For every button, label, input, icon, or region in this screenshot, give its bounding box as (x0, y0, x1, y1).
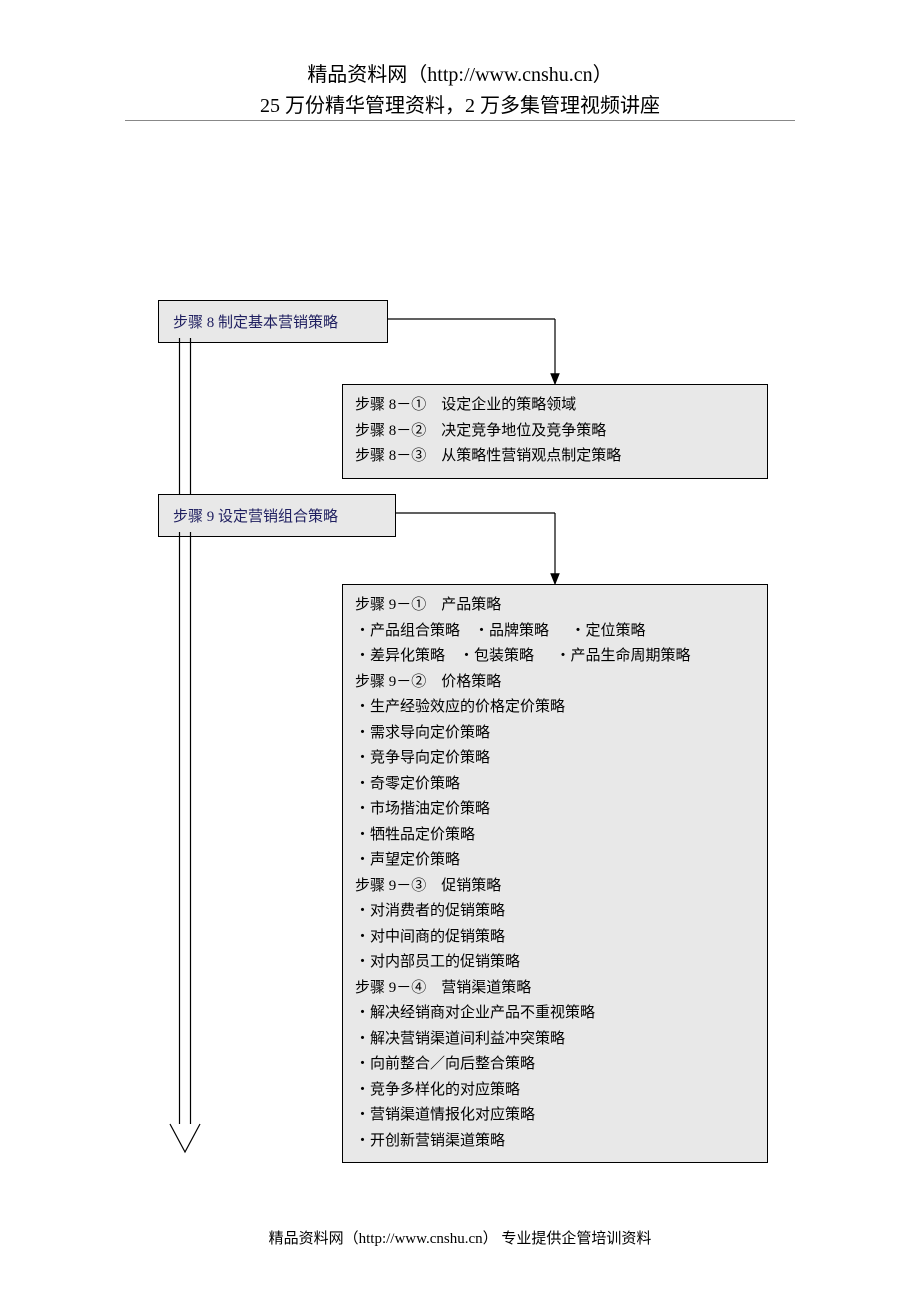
header-divider (125, 120, 795, 121)
step-9-bullet: ・品牌策略 (474, 619, 557, 645)
page-footer: 精品资料网（http://www.cnshu.cn） 专业提供企管培训资料 (0, 1227, 920, 1248)
step-9-section-heading: 步骤 9－② 价格策略 (355, 670, 755, 696)
step-9-bullet: ・定位策略 (571, 619, 646, 645)
step-9-title: 步骤 9 设定营销组合策略 (173, 509, 338, 525)
step-9-bullet: ・向前整合／向后整合策略 (355, 1052, 755, 1078)
step-9-bullet: ・产品组合策略 (355, 619, 460, 645)
step-9-bullet: ・声望定价策略 (355, 848, 755, 874)
step-9-bullet: ・竞争导向定价策略 (355, 746, 755, 772)
header-line-2: 25 万份精华管理资料，2 万多集管理视频讲座 (0, 89, 920, 118)
step-9-bullet-row: ・产品组合策略・品牌策略 ・定位策略 (355, 619, 755, 645)
step-9-bullet: ・包装策略 (459, 644, 542, 670)
step-8-sub-step: 步骤 8－② 决定竞争地位及竞争策略 (355, 419, 755, 445)
step-9-bullet: ・奇零定价策略 (355, 772, 755, 798)
step-9-detail-box: 步骤 9－① 产品策略・产品组合策略・品牌策略 ・定位策略・差异化策略・包装策略… (342, 584, 768, 1163)
step-9-bullet: ・解决经销商对企业产品不重视策略 (355, 1001, 755, 1027)
step-8-sub-step: 步骤 8－① 设定企业的策略领域 (355, 393, 755, 419)
step-9-bullet: ・差异化策略 (355, 644, 445, 670)
step-9-bullet: ・开创新营销渠道策略 (355, 1129, 755, 1155)
step-9-bullet: ・对中间商的促销策略 (355, 925, 755, 951)
step-9-bullet-row: ・差异化策略・包装策略 ・产品生命周期策略 (355, 644, 755, 670)
step-8-detail-box: 步骤 8－① 设定企业的策略领域步骤 8－② 决定竞争地位及竞争策略步骤 8－③… (342, 384, 768, 479)
page-header: 精品资料网（http://www.cnshu.cn） 25 万份精华管理资料，2… (0, 58, 920, 118)
step-9-bullet: ・产品生命周期策略 (556, 644, 691, 670)
step-8-title: 步骤 8 制定基本营销策略 (173, 315, 338, 331)
step-8-box: 步骤 8 制定基本营销策略 (158, 300, 388, 343)
header-line-1: 精品资料网（http://www.cnshu.cn） (0, 58, 920, 87)
step-9-bullet: ・对消费者的促销策略 (355, 899, 755, 925)
step-9-bullet: ・对内部员工的促销策略 (355, 950, 755, 976)
step-9-bullet: ・牺牲品定价策略 (355, 823, 755, 849)
step-9-section-heading: 步骤 9－④ 营销渠道策略 (355, 976, 755, 1002)
step-9-bullet: ・生产经验效应的价格定价策略 (355, 695, 755, 721)
step-9-box: 步骤 9 设定营销组合策略 (158, 494, 396, 537)
step-9-bullet: ・营销渠道情报化对应策略 (355, 1103, 755, 1129)
step-9-section-heading: 步骤 9－③ 促销策略 (355, 874, 755, 900)
step-8-sub-step: 步骤 8－③ 从策略性营销观点制定策略 (355, 444, 755, 470)
step-9-section-heading: 步骤 9－① 产品策略 (355, 593, 755, 619)
step-9-bullet: ・市场揩油定价策略 (355, 797, 755, 823)
step-9-bullet: ・解决营销渠道间利益冲突策略 (355, 1027, 755, 1053)
footer-text: 精品资料网（http://www.cnshu.cn） 专业提供企管培训资料 (269, 1231, 652, 1247)
step-9-bullet: ・需求导向定价策略 (355, 721, 755, 747)
step-9-bullet: ・竞争多样化的对应策略 (355, 1078, 755, 1104)
